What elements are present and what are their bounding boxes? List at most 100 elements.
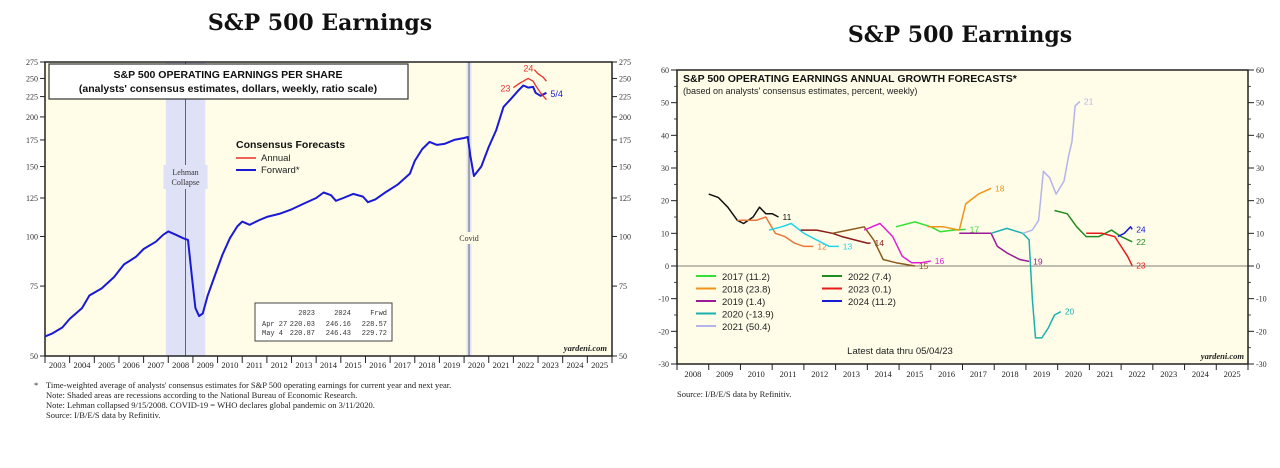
series-end-label-2024: 24 [1136, 224, 1146, 234]
chart-title-box [48, 63, 409, 100]
y-tick-label-right: 50 [1256, 99, 1264, 108]
series-end-label-2017: 17 [970, 224, 980, 234]
footnote-line-1: Time-weighted average of analysts' conse… [46, 380, 452, 390]
legend-label: 2022 (7.4) [848, 272, 891, 283]
series-line-2013 [768, 222, 839, 248]
footnote-line-3: Note: Lehman collapsed 9/15/2008. COVID-… [46, 400, 375, 410]
series-end-label-forward: 5/4 [550, 89, 563, 99]
series-line-2024 [1117, 226, 1133, 238]
x-tick-label: 2024 [1192, 369, 1210, 379]
y-tick-label-right: 60 [1256, 66, 1264, 75]
y-tick-label-left: 30 [661, 164, 669, 173]
y-tick-label-left: 60 [661, 66, 669, 75]
x-tick-label: 2010 [221, 360, 238, 370]
table-cell: Apr 27 [262, 321, 287, 329]
footnote-source-left: Source: I/B/E/S data by Refinitiv. [46, 410, 161, 420]
y-tick-label-right: 200 [619, 113, 631, 122]
series-end-label-2012: 12 [817, 241, 827, 251]
footnote-line-2: Note: Shaded areas are recessions accord… [46, 390, 358, 400]
x-tick-label: 2021 [1097, 369, 1114, 379]
y-tick-label-left: 40 [661, 131, 669, 140]
x-tick-label: 2012 [811, 369, 828, 379]
x-tick-label: 2022 [1128, 369, 1145, 379]
series-line-2020 [990, 227, 1062, 339]
right-page-title: S&P 500 Earnings [847, 22, 1073, 48]
y-tick-label-right: 10 [1256, 229, 1264, 238]
x-tick-label: 2016 [369, 360, 386, 370]
series-end-label-2016: 16 [935, 256, 945, 266]
legend-label-annual: Annual [261, 153, 291, 164]
x-tick-label: 2013 [843, 369, 860, 379]
series-line-2015 [832, 226, 916, 267]
series-line-annual-2023 [513, 77, 547, 101]
series-end-label-2020: 20 [1065, 307, 1075, 317]
x-tick-label: 2010 [748, 369, 765, 379]
y-tick-label-right: 75 [619, 282, 627, 291]
legend-label: 2020 (-13.9) [722, 310, 774, 321]
table-cell: 220.87 [290, 330, 315, 338]
series-end-label-2014: 14 [875, 238, 885, 248]
y-tick-label-left: 20 [661, 197, 669, 206]
table-header: Frwd [370, 310, 387, 318]
watermark: yardeni.com [563, 343, 608, 353]
y-tick-label-left: 250 [26, 74, 38, 83]
table-cell: 228.57 [362, 321, 387, 329]
table-header: 2024 [334, 310, 351, 318]
y-tick-label-left: 50 [30, 352, 38, 361]
x-tick-label: 2008 [172, 360, 189, 370]
x-tick-label: 2020 [1065, 369, 1082, 379]
x-tick-label: 2018 [1002, 369, 1019, 379]
chart-title: S&P 500 OPERATING EARNINGS ANNUAL GROWTH… [683, 73, 1018, 85]
series-line-2016 [863, 222, 931, 264]
left-page-title: S&P 500 Earnings [207, 10, 433, 36]
series-end-label-2023: 23 [500, 84, 510, 94]
legend-label: 2018 (23.8) [722, 285, 771, 296]
y-tick-label-left: 50 [661, 99, 669, 108]
lehman-label-1: Lehman [172, 168, 198, 177]
x-tick-label: 2020 [468, 360, 485, 370]
x-tick-label: 2005 [98, 360, 115, 370]
y-tick-label-right: 225 [619, 93, 631, 102]
y-tick-label-right: 150 [619, 163, 631, 172]
y-tick-label-left: 10 [661, 229, 669, 238]
y-tick-label-left: -30 [658, 360, 669, 369]
legend-label: 2021 (50.4) [722, 322, 771, 333]
data-table-box [254, 302, 393, 342]
series-end-label-2011: 11 [783, 212, 792, 222]
legend-label: 2017 (11.2) [722, 272, 770, 283]
y-tick-label-left: 200 [26, 113, 38, 122]
series-line-2018 [927, 187, 992, 231]
y-tick-label-right: 100 [619, 232, 631, 241]
y-tick-label-right: -30 [1256, 360, 1267, 369]
y-tick-label-right: 250 [619, 74, 631, 83]
footnote-star: * [34, 380, 39, 390]
y-tick-label-left: -10 [658, 295, 669, 304]
series-line-2014 [800, 229, 871, 244]
series-line-2019 [959, 232, 1030, 263]
x-tick-label: 2008 [684, 369, 701, 379]
series-end-label-2022: 22 [1136, 237, 1146, 247]
y-tick-label-right: 30 [1256, 164, 1264, 173]
x-tick-label: 2021 [493, 360, 510, 370]
x-tick-label: 2019 [1033, 369, 1050, 379]
footnote-source-right: Source: I/B/E/S data by Refinitiv. [677, 389, 792, 399]
y-tick-label-right: 50 [619, 352, 627, 361]
x-tick-label: 2007 [147, 360, 164, 370]
table-cell: 220.03 [290, 321, 315, 329]
y-tick-label-left: 225 [26, 93, 38, 102]
legend-label: 2023 (0.1) [848, 285, 891, 296]
latest-data-annotation: Latest data thru 05/04/23 [847, 346, 953, 357]
series-line-2012 [737, 216, 814, 248]
series-line-forward- [44, 84, 547, 338]
y-tick-label-right: 40 [1256, 131, 1264, 140]
watermark: yardeni.com [1200, 351, 1245, 361]
table-cell: 246.43 [326, 330, 351, 338]
y-tick-label-left: 150 [26, 163, 38, 172]
covid-label-bg [453, 232, 486, 244]
y-tick-label-left: 75 [30, 282, 38, 291]
x-tick-label: 2017 [970, 369, 987, 379]
series-end-label-2018: 18 [995, 183, 1005, 193]
x-tick-label: 2022 [517, 360, 534, 370]
